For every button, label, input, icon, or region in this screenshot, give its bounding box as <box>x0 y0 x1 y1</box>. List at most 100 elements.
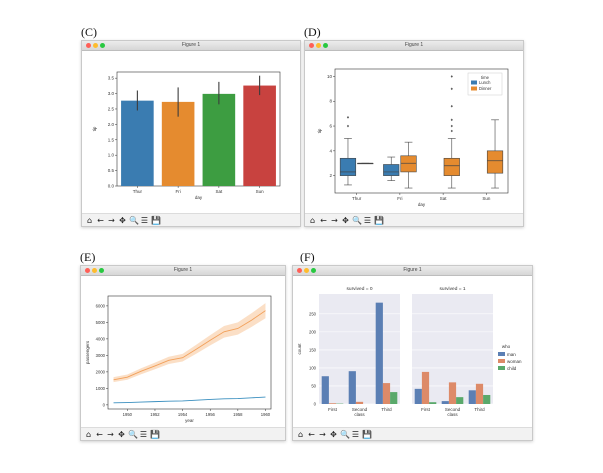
title-bar[interactable]: Figure 1 <box>82 41 300 51</box>
x-tick-label: Third <box>474 407 485 412</box>
close-icon[interactable] <box>297 268 302 273</box>
outlier-point <box>450 75 453 78</box>
save-icon[interactable]: 💾 <box>374 215 384 225</box>
home-icon[interactable]: ⌂ <box>297 429 304 439</box>
pan-icon[interactable]: ✥ <box>119 215 126 225</box>
y-tick-label: 1.5 <box>108 137 115 142</box>
x-tick-label: 1952 <box>150 412 160 417</box>
y-axis-label: tip <box>92 126 97 131</box>
pan-icon[interactable]: ✥ <box>330 429 337 439</box>
home-icon[interactable]: ⌂ <box>86 215 93 225</box>
box-dinner-sun <box>486 150 504 174</box>
x-tick-label: Fri <box>397 196 402 201</box>
forward-arrow-icon[interactable]: → <box>319 429 326 439</box>
pan-icon[interactable]: ✥ <box>342 215 349 225</box>
outlier-point <box>346 116 350 119</box>
toolbar: ⌂ ← → ✥ 🔍 ☰ 💾 <box>81 427 285 440</box>
minimize-icon[interactable] <box>304 268 309 273</box>
title-bar[interactable]: Figure 1 <box>81 266 285 276</box>
toolbar: ⌂ ← → ✥ 🔍 ☰ 💾 <box>293 427 532 440</box>
save-icon[interactable]: 💾 <box>362 429 372 439</box>
back-arrow-icon[interactable]: ← <box>308 429 315 439</box>
toolbar: ⌂ ← → ✥ 🔍 ☰ 💾 <box>305 213 523 226</box>
figure-window-f: Figure 1 survived = 0 First Second class Thi… <box>292 265 533 441</box>
zoom-icon[interactable]: 🔍 <box>352 215 362 225</box>
minimize-icon[interactable] <box>92 268 97 273</box>
toolbar: ⌂ ← → ✥ 🔍 ☰ 💾 <box>82 213 300 226</box>
bar-man <box>321 376 329 404</box>
forward-arrow-icon[interactable]: → <box>331 215 338 225</box>
panel-label-c: (C) <box>81 25 97 39</box>
close-icon[interactable] <box>309 43 314 48</box>
facet-title: survived = 0 <box>347 286 373 292</box>
close-icon[interactable] <box>86 43 91 48</box>
x-tick-label: 1954 <box>178 412 188 417</box>
bar-sat <box>202 93 236 186</box>
x-axis-label: day <box>418 202 426 207</box>
x-tick-label: Sat <box>440 196 448 201</box>
back-arrow-icon[interactable]: ← <box>97 215 104 225</box>
save-icon[interactable]: 💾 <box>151 215 161 225</box>
zoom-icon[interactable]: 🔍 <box>340 429 350 439</box>
x-tick-label: Thur <box>133 189 143 194</box>
outlier-point <box>450 104 453 108</box>
legend-label: Dinner <box>479 86 492 91</box>
configure-subplots-icon[interactable]: ☰ <box>363 215 372 225</box>
figure-window-c: Figure 1 0.0 0.5 1.0 1.5 2.0 2.5 3.0 3.5 Thur Fri… <box>81 40 301 227</box>
forward-arrow-icon[interactable]: → <box>108 215 115 225</box>
y-axis-label: count <box>297 343 302 355</box>
panel-label-e: (E) <box>80 250 96 264</box>
zoom-icon[interactable]: 🔍 <box>129 215 139 225</box>
plot-area: 0.0 0.5 1.0 1.5 2.0 2.5 3.0 3.5 Thur Fri Sat Sun day… <box>82 51 300 214</box>
bar-chart: 0.0 0.5 1.0 1.5 2.0 2.5 3.0 3.5 Thur Fri Sat Sun day… <box>92 71 281 200</box>
title-bar[interactable]: Figure 1 <box>305 41 523 51</box>
legend-swatch <box>498 352 505 356</box>
save-icon[interactable]: 💾 <box>150 429 160 439</box>
x-tick-label: Fri <box>176 189 181 194</box>
minimize-icon[interactable] <box>93 43 98 48</box>
home-icon[interactable]: ⌂ <box>85 429 92 439</box>
y-tick-label: 0 <box>314 402 317 407</box>
y-tick-label: 1.0 <box>108 153 115 158</box>
legend-swatch <box>471 86 477 91</box>
y-tick-label: 2.0 <box>108 122 115 127</box>
y-tick-label: 50 <box>311 383 316 388</box>
y-tick-label: 200 <box>309 329 317 334</box>
legend-title: who <box>502 344 511 349</box>
pan-icon[interactable]: ✥ <box>118 429 125 439</box>
line-chart: 0 1000 2000 3000 4000 5000 6000 1950 1952 1954 195… <box>85 295 272 423</box>
legend-swatch <box>498 366 505 370</box>
bar-child <box>456 397 464 404</box>
x-tick-label: 1950 <box>123 412 133 417</box>
y-tick-label: 3000 <box>96 353 106 358</box>
title-bar[interactable]: Figure 1 <box>293 266 532 276</box>
axes-frame <box>116 71 281 187</box>
configure-subplots-icon[interactable]: ☰ <box>139 429 148 439</box>
back-arrow-icon[interactable]: ← <box>320 215 327 225</box>
series-line-0 <box>113 310 266 381</box>
maximize-icon[interactable] <box>100 43 105 48</box>
configure-subplots-icon[interactable]: ☰ <box>140 215 149 225</box>
bar-thur <box>121 100 154 186</box>
forward-arrow-icon[interactable]: → <box>107 429 114 439</box>
y-tick-label: 1000 <box>96 386 106 391</box>
minimize-icon[interactable] <box>316 43 321 48</box>
maximize-icon[interactable] <box>99 268 104 273</box>
configure-subplots-icon[interactable]: ☰ <box>351 429 360 439</box>
y-tick-label: 100 <box>309 365 317 370</box>
back-arrow-icon[interactable]: ← <box>96 429 103 439</box>
x-axis-label: year <box>185 418 194 423</box>
x-tick-label: 1956 <box>206 412 216 417</box>
bar-child <box>429 402 437 404</box>
close-icon[interactable] <box>85 268 90 273</box>
maximize-icon[interactable] <box>311 268 316 273</box>
panel-label-d: (D) <box>304 25 321 39</box>
y-tick-label: 10 <box>327 74 333 79</box>
zoom-icon[interactable]: 🔍 <box>128 429 138 439</box>
x-axis-label: day <box>195 195 203 200</box>
y-tick-label: 6 <box>329 124 332 129</box>
home-icon[interactable]: ⌂ <box>309 215 316 225</box>
panel-label-f: (F) <box>300 250 315 264</box>
maximize-icon[interactable] <box>323 43 328 48</box>
